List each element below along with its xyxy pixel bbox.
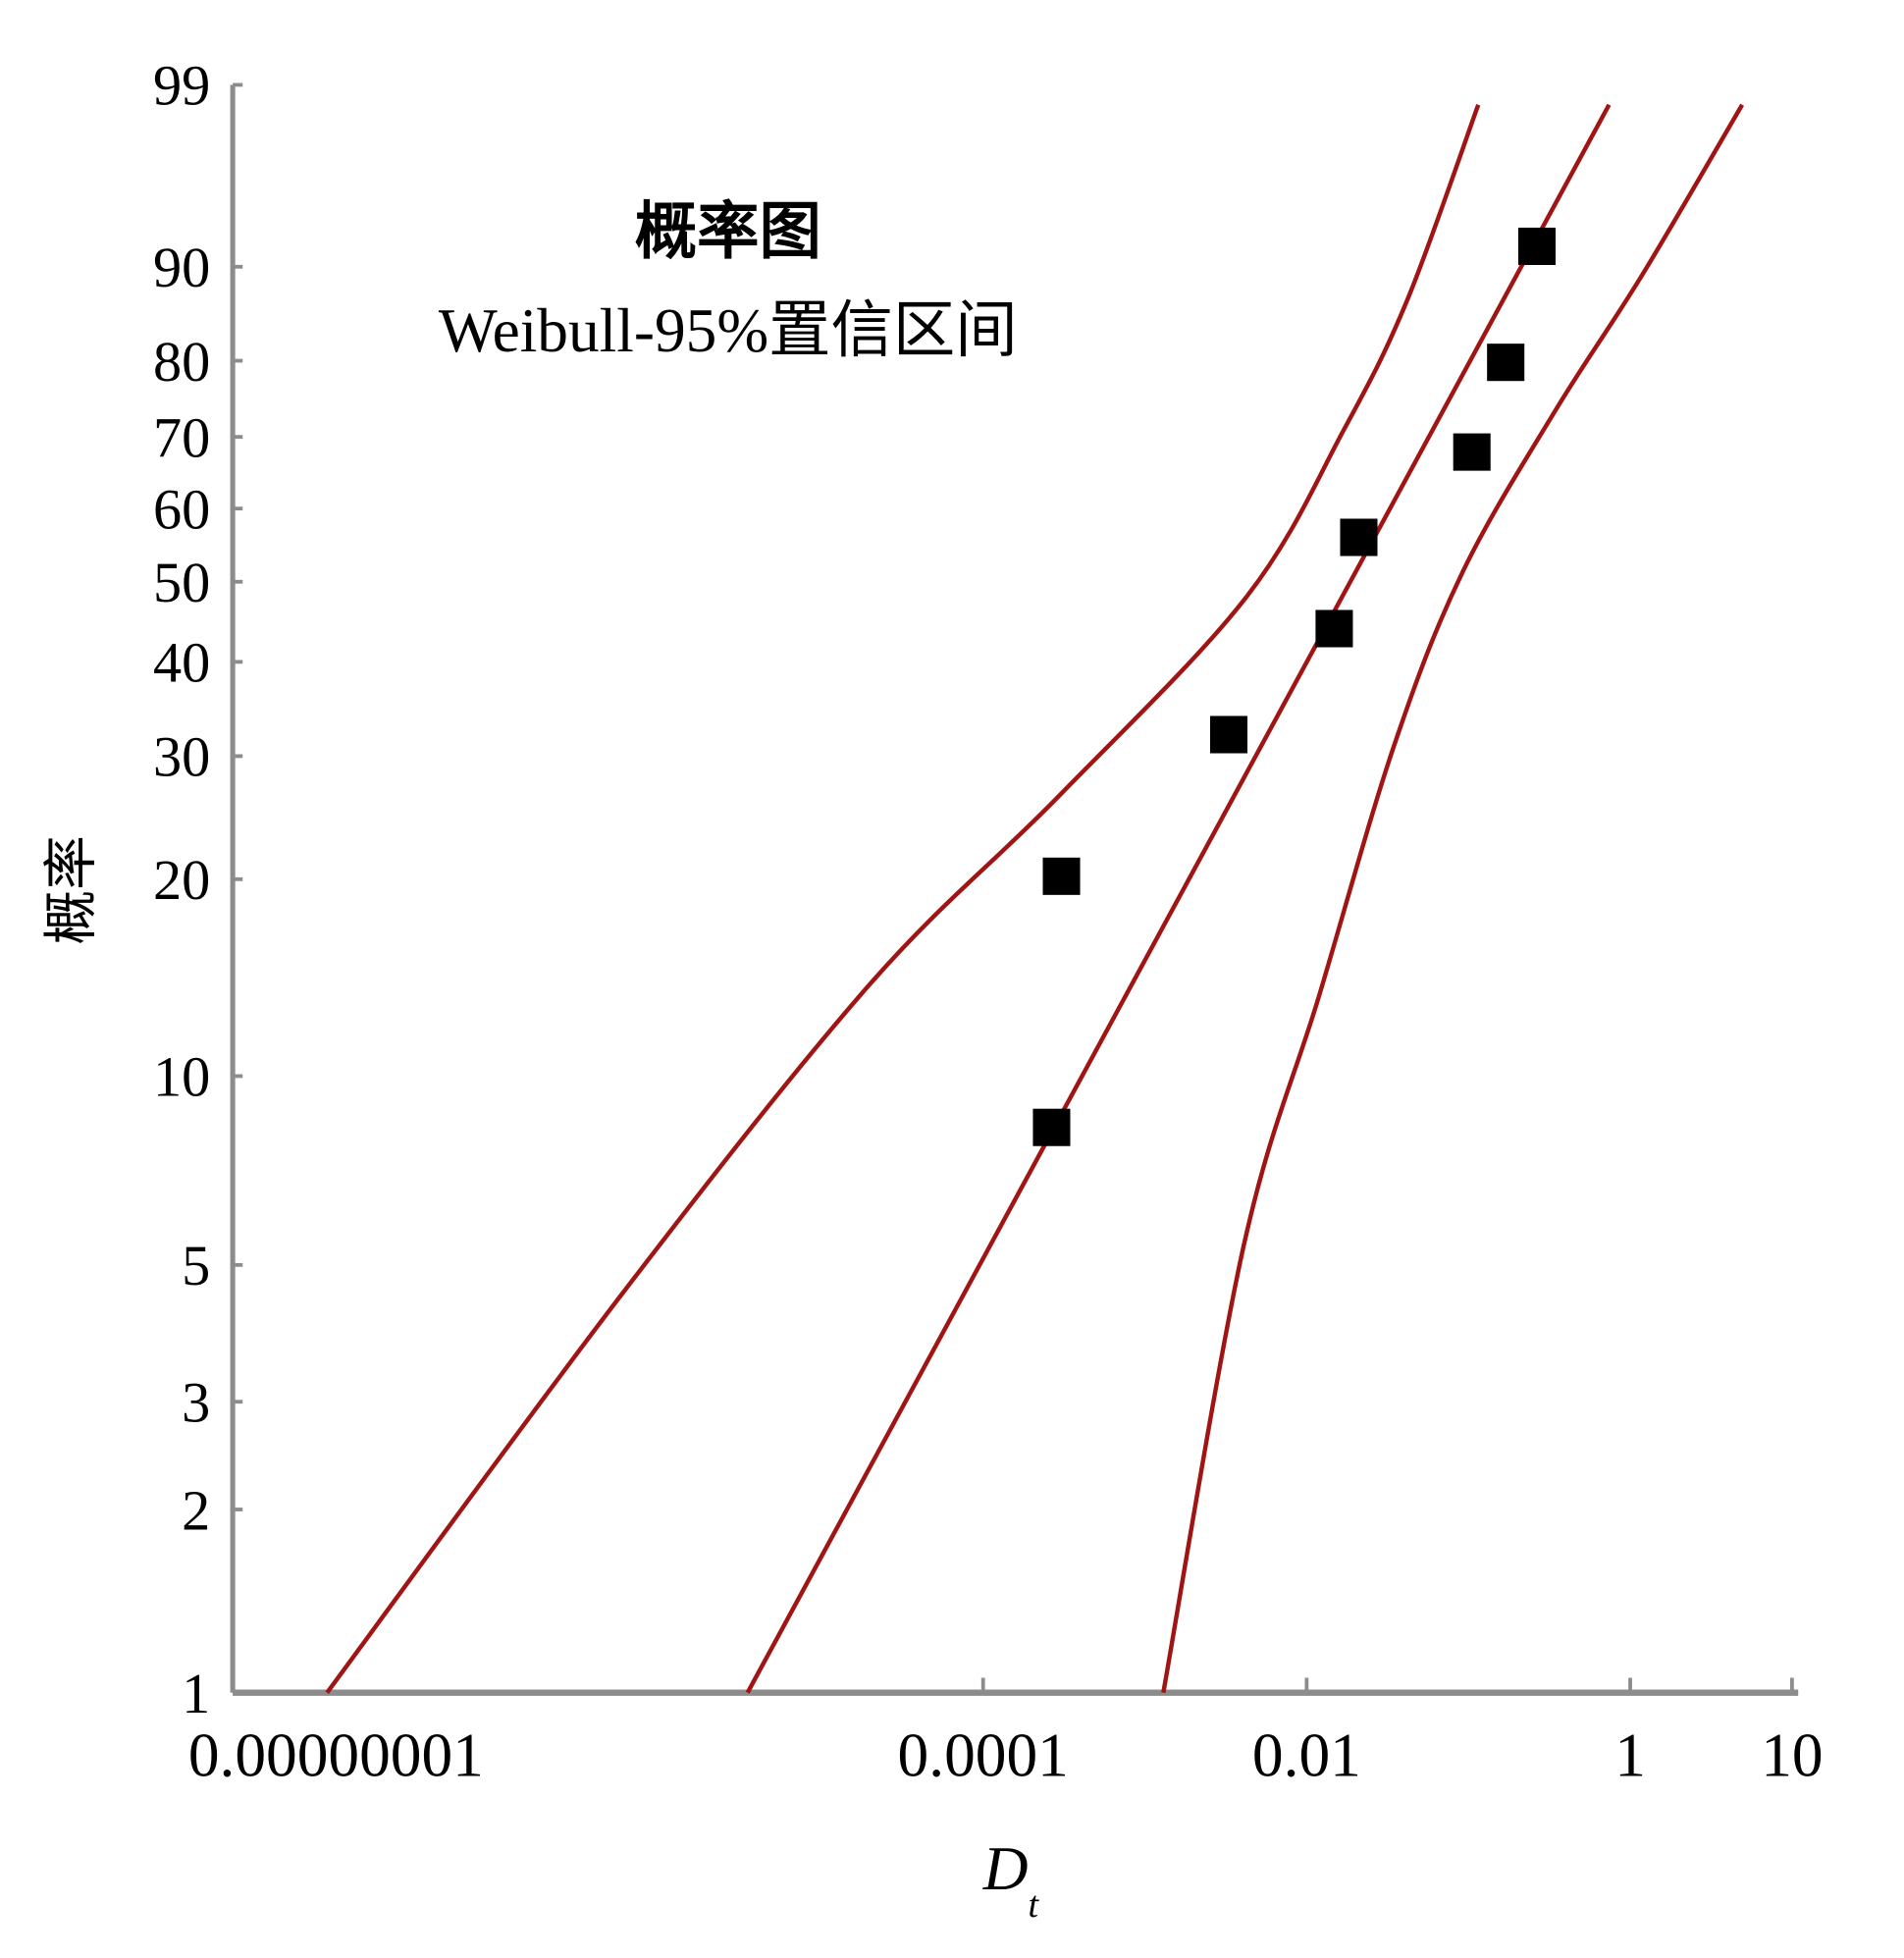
data-point xyxy=(1042,857,1081,895)
fit-line xyxy=(745,103,1612,1694)
x-axis-label-main: D xyxy=(982,1834,1029,1903)
curves xyxy=(325,103,1745,1695)
y-tick-label: 40 xyxy=(153,631,210,695)
chart-subtitle: Weibull-95%置信区间 xyxy=(439,296,1018,365)
data-point xyxy=(1453,433,1491,471)
axes: 1 2 3 5 10 20 30 40 50 60 70 80 90 99 0.00000001 0.0001… xyxy=(153,54,1824,1790)
y-tick-label: 3 xyxy=(182,1371,210,1435)
y-tick-label: 99 xyxy=(153,54,210,118)
y-tick-label: 10 xyxy=(153,1045,210,1109)
y-tick-label: 70 xyxy=(153,405,210,469)
data-point xyxy=(1340,518,1378,556)
y-tick-label: 90 xyxy=(153,236,210,299)
data-point xyxy=(1032,1108,1071,1146)
x-tick-label: 1 xyxy=(1614,1721,1646,1790)
upper-confidence-bound xyxy=(1161,103,1745,1694)
y-tick-label: 60 xyxy=(153,477,210,541)
lower-confidence-bound xyxy=(325,103,1481,1695)
x-tick-label: 0.01 xyxy=(1252,1721,1361,1790)
data-point xyxy=(1209,715,1248,754)
y-tick-label: 20 xyxy=(153,848,210,912)
y-tick-label: 2 xyxy=(182,1478,210,1542)
y-axis-label: 概率 xyxy=(41,835,102,945)
data-points xyxy=(1032,227,1556,1146)
y-tick-label: 1 xyxy=(182,1662,210,1725)
x-tick-label: 10 xyxy=(1761,1721,1823,1790)
y-tick-label: 5 xyxy=(182,1234,210,1297)
x-axis-label-subscript: t xyxy=(1028,1884,1039,1926)
y-tick-label: 50 xyxy=(153,551,210,614)
chart-title: 概率图 xyxy=(635,198,821,267)
x-tick-label: 0.0001 xyxy=(898,1721,1069,1790)
y-tick-label: 80 xyxy=(153,330,210,394)
data-point xyxy=(1487,344,1525,382)
data-point xyxy=(1517,227,1556,265)
x-axis-label: Dt xyxy=(982,1834,1040,1926)
data-point xyxy=(1315,609,1353,648)
x-tick-label: 0.00000001 xyxy=(188,1721,484,1790)
y-tick-label: 30 xyxy=(153,725,210,789)
